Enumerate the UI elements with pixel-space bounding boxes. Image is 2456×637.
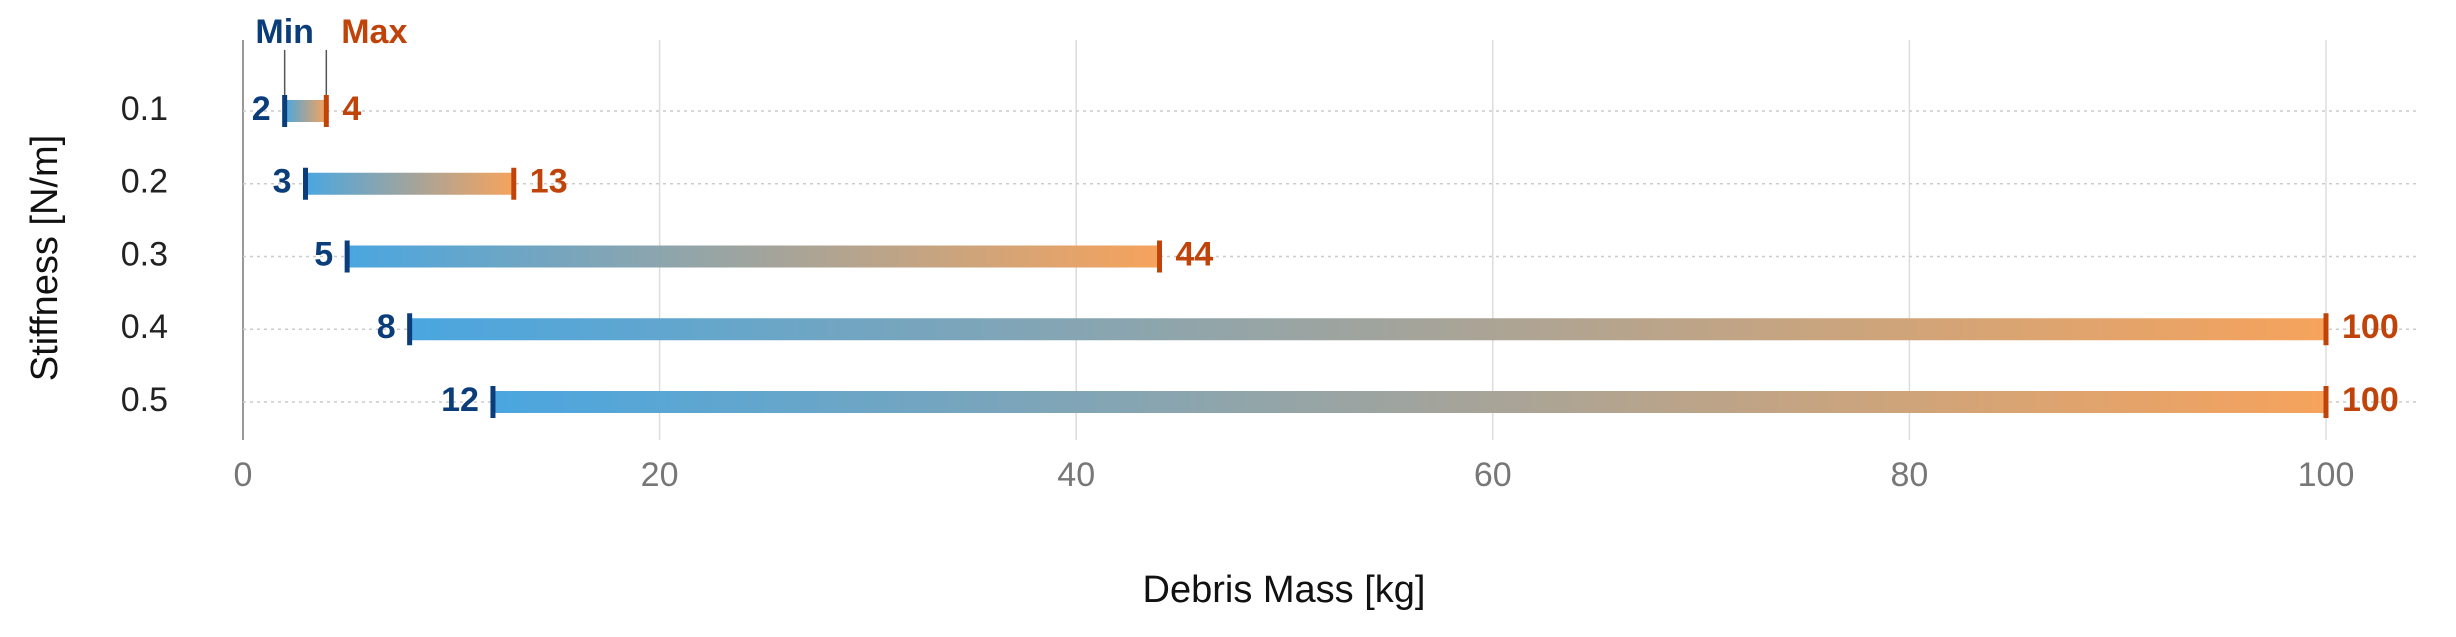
y-tick-label: 0.3: [121, 235, 168, 273]
y-tick-label: 0.1: [121, 90, 168, 128]
range-bar: [409, 318, 2326, 341]
max-label: 44: [1176, 235, 1214, 273]
min-label: 5: [314, 235, 333, 273]
x-tick-label: 40: [1057, 456, 1095, 494]
range-bar: [492, 391, 2327, 413]
x-tick-label: 80: [1890, 456, 1928, 494]
legend-label: Max: [341, 13, 407, 51]
min-label: 2: [252, 90, 271, 128]
y-axis-title: Stiffness [N/m]: [24, 135, 66, 381]
grid: [242, 40, 2420, 440]
y-tick-label: 0.5: [121, 381, 168, 419]
max-label: 13: [530, 163, 568, 201]
max-label: 100: [2342, 308, 2399, 346]
min-label: 3: [273, 163, 292, 201]
range-bar: [284, 100, 327, 122]
x-tick-label: 0: [234, 456, 253, 494]
x-axis-title: Debris Mass [kg]: [1143, 569, 1426, 611]
x-tick-label: 60: [1474, 456, 1512, 494]
x-tick-label: 100: [2298, 456, 2355, 494]
range-bar: [305, 172, 514, 195]
min-label: 12: [441, 381, 479, 419]
y-tick-label: 0.2: [121, 163, 168, 201]
max-label: 4: [342, 90, 361, 128]
legend-label: Min: [255, 13, 314, 51]
max-label: 100: [2342, 381, 2399, 419]
y-tick-label: 0.4: [121, 308, 168, 346]
marks: 2 4 3 13 5 44 8 100 12 100 Min Max: [252, 13, 2399, 419]
range-bar: [347, 245, 1160, 268]
x-tick-label: 20: [641, 456, 679, 494]
min-label: 8: [377, 308, 396, 346]
